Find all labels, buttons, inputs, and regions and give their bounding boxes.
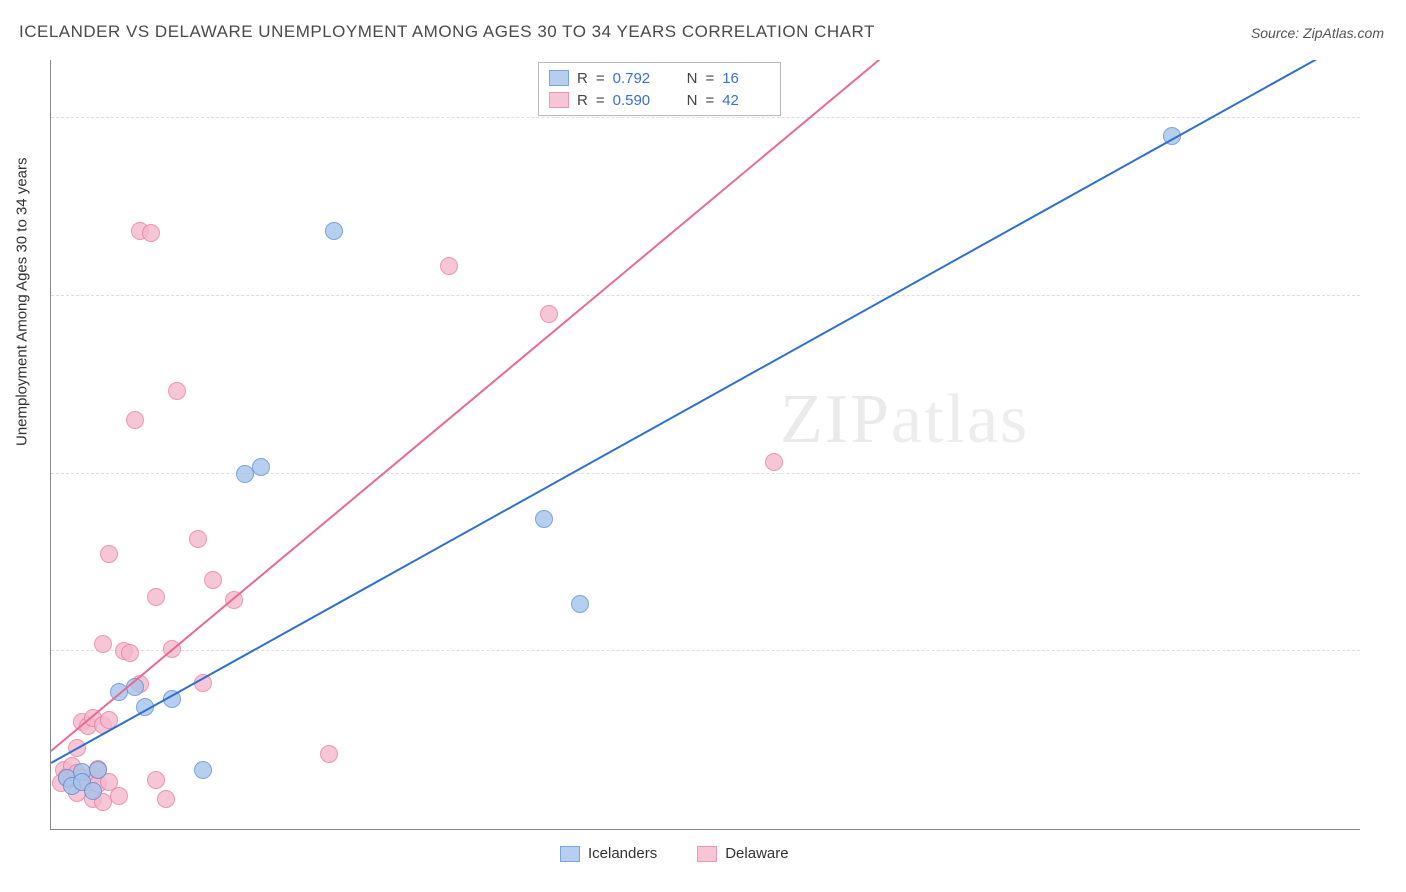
data-point	[147, 588, 165, 606]
x-minor-tick	[470, 829, 471, 830]
data-point	[121, 644, 139, 662]
gridline	[51, 295, 1360, 296]
legend-r-label: R	[577, 92, 588, 109]
x-minor-tick	[1204, 829, 1205, 830]
legend-swatch	[697, 846, 717, 862]
x-minor-tick	[103, 829, 104, 830]
data-point	[100, 545, 118, 563]
x-minor-tick	[680, 829, 681, 830]
data-point	[194, 761, 212, 779]
data-point	[84, 782, 102, 800]
data-point	[540, 305, 558, 323]
x-minor-tick	[208, 829, 209, 830]
data-point	[110, 787, 128, 805]
trend-line	[51, 60, 1360, 764]
gridline	[51, 117, 1360, 118]
data-point	[157, 790, 175, 808]
x-minor-tick	[1151, 829, 1152, 830]
source-attribution: Source: ZipAtlas.com	[1251, 25, 1384, 41]
legend-n-value: 42	[722, 92, 770, 109]
legend-eq: =	[705, 92, 714, 109]
x-minor-tick	[785, 829, 786, 830]
data-point	[440, 257, 458, 275]
legend-swatch	[560, 846, 580, 862]
legend-n-label: N	[687, 92, 698, 109]
data-point	[252, 458, 270, 476]
data-point	[204, 571, 222, 589]
legend-eq: =	[596, 92, 605, 109]
data-point	[535, 510, 553, 528]
data-point	[94, 635, 112, 653]
legend-eq: =	[596, 70, 605, 87]
x-minor-tick	[261, 829, 262, 830]
x-tick	[1099, 829, 1100, 830]
data-point	[765, 453, 783, 471]
x-minor-tick	[365, 829, 366, 830]
y-axis-label: Unemployment Among Ages 30 to 34 years	[14, 157, 31, 446]
source-value: ZipAtlas.com	[1303, 25, 1384, 41]
x-tick	[313, 829, 314, 830]
x-minor-tick	[942, 829, 943, 830]
legend-eq: =	[705, 70, 714, 87]
x-minor-tick	[732, 829, 733, 830]
legend-row: R = 0.590 N = 42	[549, 89, 770, 111]
legend-series-name: Delaware	[725, 845, 788, 862]
legend-item: Icelanders	[560, 845, 657, 862]
legend-n-label: N	[687, 70, 698, 87]
data-point	[126, 411, 144, 429]
data-point	[147, 771, 165, 789]
legend-series-name: Icelanders	[588, 845, 657, 862]
data-point	[142, 224, 160, 242]
data-point	[325, 222, 343, 240]
x-tick	[837, 829, 838, 830]
legend-n-value: 16	[722, 70, 770, 87]
legend-r-value: 0.792	[613, 70, 661, 87]
chart-title: ICELANDER VS DELAWARE UNEMPLOYMENT AMONG…	[19, 22, 875, 42]
x-tick	[51, 829, 52, 830]
legend-swatch	[549, 92, 569, 108]
x-minor-tick	[1256, 829, 1257, 830]
x-minor-tick	[156, 829, 157, 830]
x-minor-tick	[1047, 829, 1048, 830]
x-tick	[575, 829, 576, 830]
data-point	[571, 595, 589, 613]
x-minor-tick	[418, 829, 419, 830]
data-point	[89, 761, 107, 779]
series-legend: Icelanders Delaware	[560, 845, 789, 862]
x-minor-tick	[523, 829, 524, 830]
data-point	[320, 745, 338, 763]
scatter-plot-area: 15.0%30.0%45.0%60.0%0.0%25.0%	[50, 60, 1360, 830]
x-minor-tick	[627, 829, 628, 830]
source-label: Source:	[1251, 25, 1303, 41]
data-point	[189, 530, 207, 548]
x-minor-tick	[889, 829, 890, 830]
data-point	[168, 382, 186, 400]
legend-item: Delaware	[697, 845, 788, 862]
legend-swatch	[549, 70, 569, 86]
trend-line	[50, 60, 953, 752]
legend-r-value: 0.590	[613, 92, 661, 109]
legend-r-label: R	[577, 70, 588, 87]
correlation-legend: R = 0.792 N = 16 R = 0.590 N = 42	[538, 62, 781, 116]
x-minor-tick	[994, 829, 995, 830]
x-minor-tick	[1309, 829, 1310, 830]
legend-row: R = 0.792 N = 16	[549, 67, 770, 89]
